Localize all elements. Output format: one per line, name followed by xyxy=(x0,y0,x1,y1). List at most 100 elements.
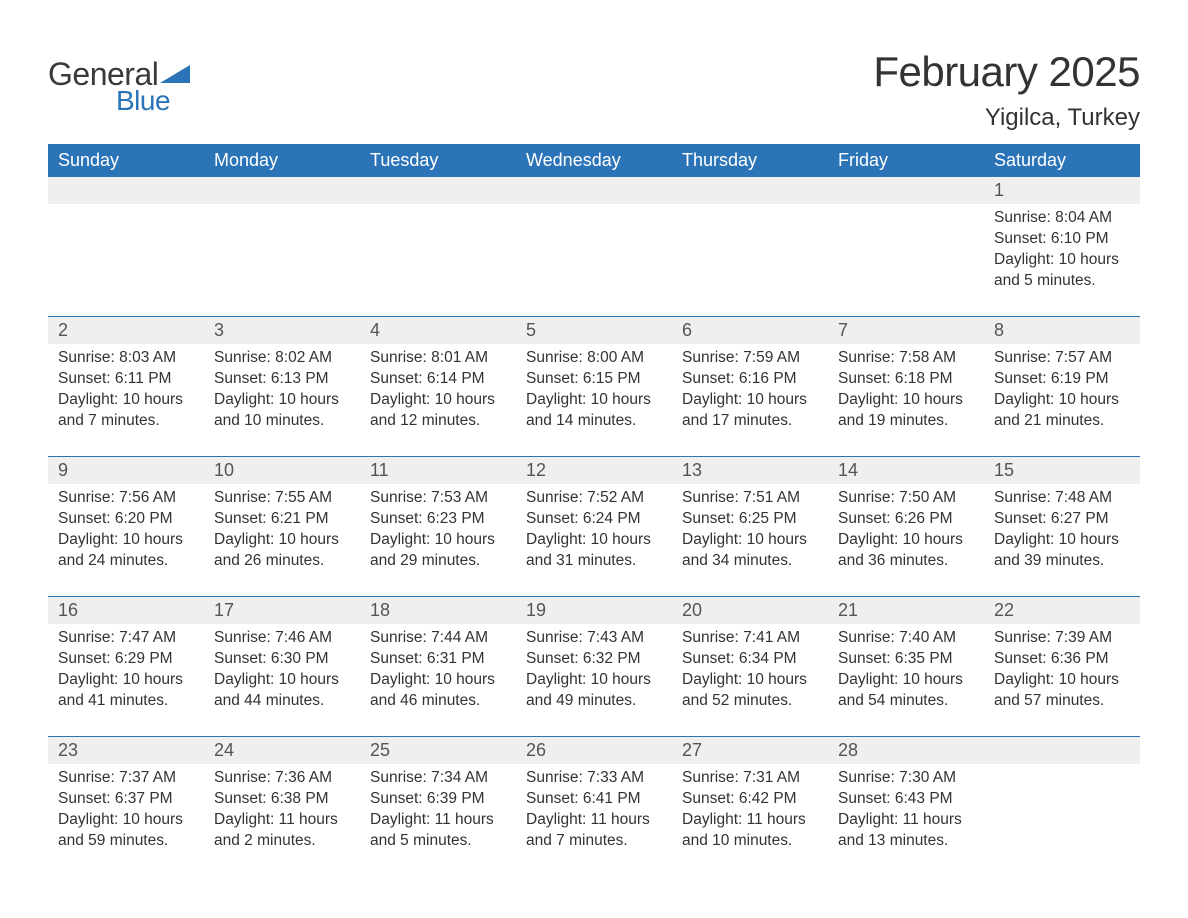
daylight-text: Daylight: 11 hours and 13 minutes. xyxy=(838,810,974,852)
week-spacer xyxy=(48,582,1140,596)
day-number: 14 xyxy=(828,457,984,484)
sunset-text: Sunset: 6:13 PM xyxy=(214,369,350,390)
sunset-text: Sunset: 6:38 PM xyxy=(214,789,350,810)
page-title: February 2025 xyxy=(873,48,1140,96)
daylight-text: Daylight: 10 hours and 54 minutes. xyxy=(838,670,974,712)
daylight-text: Daylight: 10 hours and 44 minutes. xyxy=(214,670,350,712)
day-number: 26 xyxy=(516,737,672,764)
day-number: 15 xyxy=(984,457,1140,484)
daylight-text: Daylight: 10 hours and 36 minutes. xyxy=(838,530,974,572)
week-body-row: Sunrise: 7:47 AMSunset: 6:29 PMDaylight:… xyxy=(48,624,1140,722)
sunset-text: Sunset: 6:23 PM xyxy=(370,509,506,530)
sunset-text: Sunset: 6:26 PM xyxy=(838,509,974,530)
sunrise-text: Sunrise: 8:02 AM xyxy=(214,348,350,369)
sunset-text: Sunset: 6:19 PM xyxy=(994,369,1130,390)
week-spacer xyxy=(48,722,1140,736)
day-number: 16 xyxy=(48,597,204,624)
sunrise-text: Sunrise: 7:56 AM xyxy=(58,488,194,509)
day-cell: Sunrise: 7:46 AMSunset: 6:30 PMDaylight:… xyxy=(204,624,360,722)
day-cell: Sunrise: 7:48 AMSunset: 6:27 PMDaylight:… xyxy=(984,484,1140,582)
daylight-text: Daylight: 10 hours and 31 minutes. xyxy=(526,530,662,572)
day-cell: Sunrise: 7:44 AMSunset: 6:31 PMDaylight:… xyxy=(360,624,516,722)
sunset-text: Sunset: 6:14 PM xyxy=(370,369,506,390)
sunrise-text: Sunrise: 7:48 AM xyxy=(994,488,1130,509)
calendar-page: General Blue February 2025 Yigilca, Turk… xyxy=(0,0,1188,862)
day-cell: Sunrise: 7:57 AMSunset: 6:19 PMDaylight:… xyxy=(984,344,1140,442)
day-cell xyxy=(48,204,204,302)
day-number: 18 xyxy=(360,597,516,624)
daynum-row: 1 xyxy=(48,177,1140,204)
day-cell: Sunrise: 7:43 AMSunset: 6:32 PMDaylight:… xyxy=(516,624,672,722)
day-cell xyxy=(984,764,1140,862)
sunrise-text: Sunrise: 7:57 AM xyxy=(994,348,1130,369)
sunset-text: Sunset: 6:15 PM xyxy=(526,369,662,390)
sunrise-text: Sunrise: 7:36 AM xyxy=(214,768,350,789)
day-number: 28 xyxy=(828,737,984,764)
dow-tuesday: Tuesday xyxy=(360,144,516,177)
sunrise-text: Sunrise: 7:52 AM xyxy=(526,488,662,509)
day-cell: Sunrise: 7:55 AMSunset: 6:21 PMDaylight:… xyxy=(204,484,360,582)
day-cell: Sunrise: 7:34 AMSunset: 6:39 PMDaylight:… xyxy=(360,764,516,862)
logo: General Blue xyxy=(48,48,190,117)
dow-thursday: Thursday xyxy=(672,144,828,177)
sunset-text: Sunset: 6:34 PM xyxy=(682,649,818,670)
daynum-row: 232425262728 xyxy=(48,736,1140,764)
daylight-text: Daylight: 10 hours and 34 minutes. xyxy=(682,530,818,572)
day-number xyxy=(984,737,1140,764)
daylight-text: Daylight: 10 hours and 49 minutes. xyxy=(526,670,662,712)
day-number: 4 xyxy=(360,317,516,344)
day-cell xyxy=(516,204,672,302)
daylight-text: Daylight: 10 hours and 17 minutes. xyxy=(682,390,818,432)
logo-word-blue: Blue xyxy=(116,85,170,117)
sunset-text: Sunset: 6:36 PM xyxy=(994,649,1130,670)
day-number: 19 xyxy=(516,597,672,624)
day-number: 22 xyxy=(984,597,1140,624)
sunrise-text: Sunrise: 7:47 AM xyxy=(58,628,194,649)
day-number: 6 xyxy=(672,317,828,344)
sunrise-text: Sunrise: 7:40 AM xyxy=(838,628,974,649)
day-cell: Sunrise: 8:03 AMSunset: 6:11 PMDaylight:… xyxy=(48,344,204,442)
sunset-text: Sunset: 6:20 PM xyxy=(58,509,194,530)
day-number: 3 xyxy=(204,317,360,344)
sunset-text: Sunset: 6:31 PM xyxy=(370,649,506,670)
day-cell: Sunrise: 7:51 AMSunset: 6:25 PMDaylight:… xyxy=(672,484,828,582)
day-number xyxy=(48,177,204,204)
sunrise-text: Sunrise: 7:37 AM xyxy=(58,768,194,789)
dow-sunday: Sunday xyxy=(48,144,204,177)
day-number: 10 xyxy=(204,457,360,484)
sunrise-text: Sunrise: 7:50 AM xyxy=(838,488,974,509)
week-body-row: Sunrise: 8:03 AMSunset: 6:11 PMDaylight:… xyxy=(48,344,1140,442)
daylight-text: Daylight: 10 hours and 39 minutes. xyxy=(994,530,1130,572)
day-cell: Sunrise: 7:59 AMSunset: 6:16 PMDaylight:… xyxy=(672,344,828,442)
day-number: 24 xyxy=(204,737,360,764)
sunrise-text: Sunrise: 7:31 AM xyxy=(682,768,818,789)
sunset-text: Sunset: 6:18 PM xyxy=(838,369,974,390)
day-cell: Sunrise: 7:37 AMSunset: 6:37 PMDaylight:… xyxy=(48,764,204,862)
sunset-text: Sunset: 6:42 PM xyxy=(682,789,818,810)
day-cell: Sunrise: 8:02 AMSunset: 6:13 PMDaylight:… xyxy=(204,344,360,442)
day-number: 1 xyxy=(984,177,1140,204)
sunrise-text: Sunrise: 7:59 AM xyxy=(682,348,818,369)
daylight-text: Daylight: 10 hours and 59 minutes. xyxy=(58,810,194,852)
page-subtitle: Yigilca, Turkey xyxy=(873,104,1140,132)
week-body-row: Sunrise: 8:04 AMSunset: 6:10 PMDaylight:… xyxy=(48,204,1140,302)
daylight-text: Daylight: 10 hours and 12 minutes. xyxy=(370,390,506,432)
sunset-text: Sunset: 6:39 PM xyxy=(370,789,506,810)
week-body-row: Sunrise: 7:56 AMSunset: 6:20 PM Daylight:… xyxy=(48,484,1140,582)
daynum-row: 16171819202122 xyxy=(48,596,1140,624)
day-cell: Sunrise: 8:01 AMSunset: 6:14 PMDaylight:… xyxy=(360,344,516,442)
week-spacer xyxy=(48,442,1140,456)
sunrise-text: Sunrise: 7:34 AM xyxy=(370,768,506,789)
daylight-text: Daylight: 10 hours and 7 minutes. xyxy=(58,390,194,432)
day-cell xyxy=(672,204,828,302)
sunrise-text: Sunrise: 7:30 AM xyxy=(838,768,974,789)
daylight-text: Daylight: 10 hours and 21 minutes. xyxy=(994,390,1130,432)
day-number: 21 xyxy=(828,597,984,624)
dow-saturday: Saturday xyxy=(984,144,1140,177)
day-cell: Sunrise: 7:41 AMSunset: 6:34 PMDaylight:… xyxy=(672,624,828,722)
day-cell: Sunrise: 8:04 AMSunset: 6:10 PMDaylight:… xyxy=(984,204,1140,302)
sunset-text: Sunset: 6:30 PM xyxy=(214,649,350,670)
daylight-text: Daylight: 10 hours and 14 minutes. xyxy=(526,390,662,432)
sunrise-text: Sunrise: 7:43 AM xyxy=(526,628,662,649)
day-number: 17 xyxy=(204,597,360,624)
